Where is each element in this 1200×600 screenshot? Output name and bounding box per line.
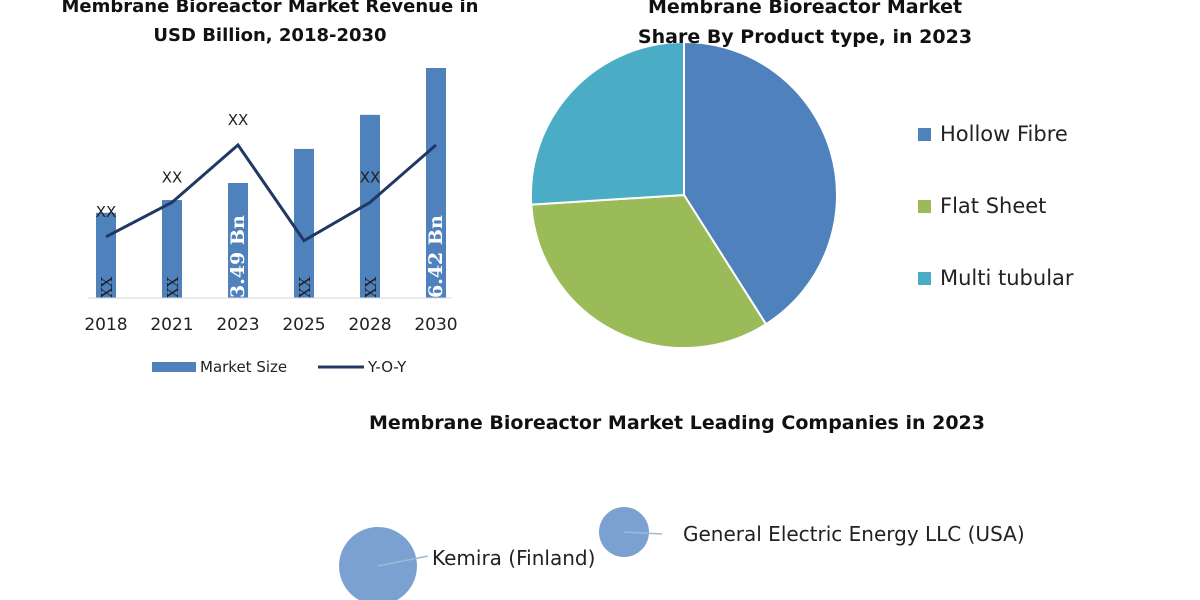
legend-swatch-flat-sheet — [918, 199, 931, 213]
legend-swatch-hollow-fibre — [918, 127, 931, 141]
leader-line-ge — [623, 531, 663, 535]
bar-2025 — [294, 148, 314, 298]
yoy-data-label-2028: XX — [360, 168, 381, 186]
product-share-chart-panel: Membrane Bioreactor Market Share By Prod… — [500, 0, 1200, 400]
x-tick-label-2018: 2018 — [84, 315, 127, 335]
revenue-chart: XX 2018 XX 2021 3.49 Bn 2023 XX 2025 XX 2028 6.42 … — [84, 68, 458, 376]
x-tick-label-2023: 2023 — [216, 315, 259, 335]
legend-label-hollow-fibre: Hollow Fibre — [940, 122, 1068, 146]
yoy-data-label-2021: XX — [162, 168, 183, 186]
x-tick-label-2021: 2021 — [150, 315, 193, 335]
bubble-kemira — [339, 527, 417, 600]
bar-2021 — [162, 200, 182, 298]
pie-slice-flat-sheet — [530, 193, 768, 349]
legend-label-yoy: Y-O-Y — [367, 358, 407, 376]
bar-data-label-2018: XX — [98, 276, 116, 298]
bar-data-label-2028: XX — [362, 276, 380, 298]
legend-label-flat-sheet: Flat Sheet — [940, 194, 1047, 218]
legend-swatch-multi-tubular — [918, 271, 931, 285]
x-tick-label-2025: 2025 — [282, 315, 325, 335]
companies-bubbles — [339, 507, 663, 600]
bar-2028 — [360, 114, 380, 298]
revenue-chart-title: Membrane Bioreactor Market Revenue in US… — [61, 0, 479, 46]
yoy-data-label-2023: XX — [228, 111, 249, 129]
company-label-ge: General Electric Energy LLC (USA) — [683, 522, 1025, 546]
legend-item-hollow-fibre: Hollow Fibre — [918, 122, 1068, 146]
companies-title: Membrane Bioreactor Market Leading Compa… — [369, 412, 985, 434]
x-tick-label-2030: 2030 — [414, 315, 457, 335]
pie-slice-multi-tubular — [530, 40, 685, 206]
bar-2030 — [426, 68, 446, 298]
bar-data-label-2030: 6.42 Bn — [425, 215, 447, 298]
yoy-data-label-2018: XX — [96, 203, 117, 221]
company-label-kemira: Kemira (Finland) — [432, 546, 596, 570]
bar-data-label-2021: XX — [164, 276, 182, 298]
yoy-line — [105, 142, 437, 243]
bar-data-label-2023: 3.49 Bn — [227, 215, 249, 298]
x-tick-label-2028: 2028 — [348, 315, 391, 335]
revenue-chart-panel: XX 2018 XX 2021 3.49 Bn 2023 XX 2025 XX 2028 6.42 … — [60, 0, 480, 400]
legend-label-multi-tubular: Multi tubular — [940, 266, 1074, 290]
product-share-pie — [530, 40, 838, 349]
product-share-title: Membrane Bioreactor Market Share By Prod… — [637, 0, 973, 48]
legend-label-market-size: Market Size — [200, 358, 287, 376]
leader-line-kemira — [377, 555, 429, 567]
bar-data-label-2025: XX — [296, 276, 314, 298]
bar-2023 — [228, 183, 248, 298]
legend-item-flat-sheet: Flat Sheet — [918, 194, 1046, 218]
legend-item-multi-tubular: Multi tubular — [918, 266, 1074, 290]
legend-swatch-market-size — [152, 362, 196, 372]
